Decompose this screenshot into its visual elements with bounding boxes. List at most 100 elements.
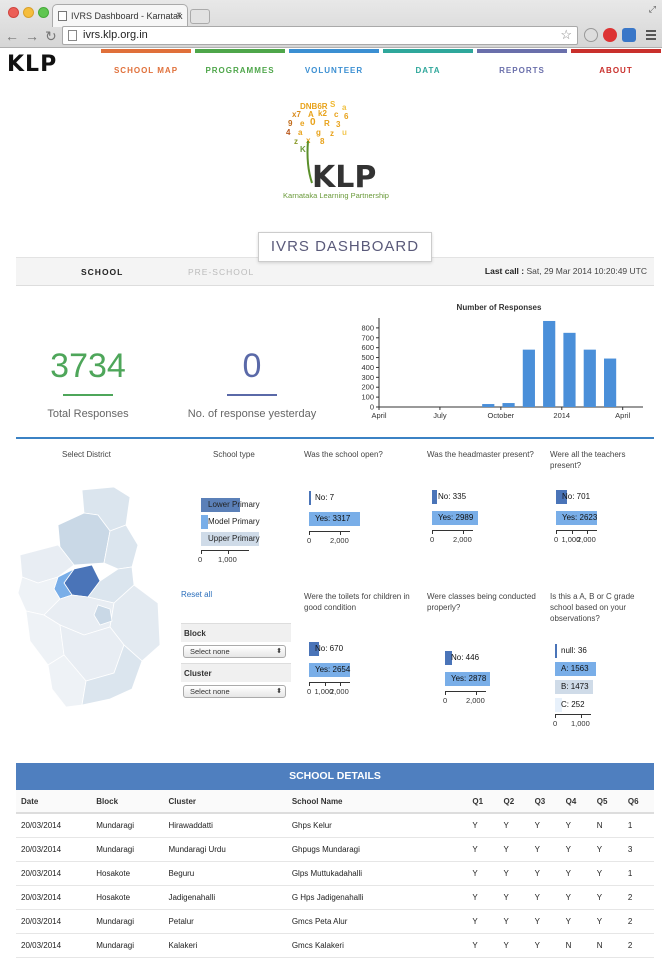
table-cell: G Hps Jadigenahalli: [286, 885, 468, 910]
answer-bar[interactable]: B: 1473: [555, 680, 594, 694]
x-tick-label: April: [615, 411, 630, 420]
axis-tick-label: 2,000: [330, 536, 349, 545]
axis-tick: [309, 531, 310, 535]
answer-bar-fill: [555, 698, 562, 712]
nav-school-map[interactable]: SCHOOL MAP: [101, 49, 191, 83]
table-cell: Y: [529, 837, 561, 862]
navigation-buttons[interactable]: ←→↻: [5, 28, 63, 44]
school-type-bar[interactable]: Lower Primary: [201, 498, 260, 512]
nav-programmes[interactable]: PROGRAMMES: [195, 49, 285, 83]
table-cell: Mundaragi: [91, 909, 164, 934]
column-header[interactable]: Q6: [622, 790, 654, 814]
column-header[interactable]: Q1: [467, 790, 499, 814]
new-tab-button[interactable]: [190, 9, 210, 24]
chart-bar[interactable]: [522, 349, 535, 407]
answer-bar[interactable]: Yes: 2989: [432, 511, 479, 525]
answer-bar[interactable]: Yes: 3317: [309, 512, 361, 526]
svg-text:a: a: [298, 128, 303, 137]
answer-bar[interactable]: No: 670: [309, 642, 343, 656]
nav-about[interactable]: ABOUT: [571, 49, 661, 83]
maximize-window-icon[interactable]: [38, 7, 49, 18]
answer-bar[interactable]: A: 1563: [555, 662, 596, 676]
nav-reports[interactable]: REPORTS: [477, 49, 567, 83]
tab-school[interactable]: SCHOOL: [81, 267, 124, 277]
answer-axis: [309, 531, 350, 532]
nav-volunteer[interactable]: VOLUNTEER: [289, 49, 379, 83]
table-row[interactable]: 20/03/2014 Mundaragi Petalur Gmcs Peta Alur…: [16, 909, 654, 934]
table-row[interactable]: 20/03/2014 Hosakote Jadigenahalli G Hps Jad…: [16, 885, 654, 910]
axis-tick-label: 2,000: [330, 687, 349, 696]
answer-bar[interactable]: No: 446: [445, 651, 479, 665]
block-label: Block: [181, 623, 291, 642]
menu-icon[interactable]: [646, 30, 656, 40]
karnataka-district-map[interactable]: [14, 485, 164, 710]
answer-bar-label: Yes: 2623: [562, 513, 598, 522]
nav-data[interactable]: DATA: [383, 49, 473, 83]
cluster-select[interactable]: Select none ⬍: [183, 685, 286, 698]
answer-bar[interactable]: Yes: 2623: [556, 511, 597, 525]
column-header[interactable]: Q5: [591, 790, 623, 814]
table-cell: Hosakote: [91, 885, 164, 910]
tab-preschool[interactable]: PRE-SCHOOL: [188, 267, 255, 277]
answer-bar[interactable]: C: 252: [555, 698, 585, 712]
column-header[interactable]: Q4: [560, 790, 592, 814]
chart-bar[interactable]: [543, 320, 556, 407]
table-row[interactable]: 20/03/2014 Mundaragi Kalakeri Gmcs Kalakeri…: [16, 933, 654, 958]
column-header[interactable]: Date: [16, 790, 92, 814]
answer-bar[interactable]: Yes: 2878: [445, 672, 490, 686]
answer-bar[interactable]: No: 701: [556, 490, 590, 504]
table-row[interactable]: 20/03/2014 Mundaragi Mundaragi Urdu Ghpugs …: [16, 837, 654, 862]
answer-bar[interactable]: No: 335: [432, 490, 466, 504]
extension-icon[interactable]: [584, 28, 598, 42]
chart-bar[interactable]: [583, 349, 596, 407]
column-header[interactable]: Cluster: [163, 790, 287, 814]
reset-all-link[interactable]: Reset all: [181, 590, 213, 599]
chart-bar[interactable]: [502, 403, 515, 407]
block-select[interactable]: Select none ⬍: [183, 645, 286, 658]
site-logo[interactable]: KLP: [7, 52, 58, 77]
table-cell: 3: [622, 837, 654, 862]
answer-bar[interactable]: Yes: 2654: [309, 663, 350, 677]
chevron-updown-icon: ⬍: [276, 688, 282, 695]
school-type-bar[interactable]: Model Primary: [201, 515, 260, 529]
table-row[interactable]: 20/03/2014 Mundaragi Hirawaddatti Ghps Kelu…: [16, 813, 654, 838]
answer-bar-label: B: 1473: [561, 682, 589, 691]
column-header[interactable]: School Name: [286, 790, 468, 814]
extension-icon[interactable]: [622, 28, 636, 42]
table-cell: 1: [622, 813, 654, 838]
minimize-window-icon[interactable]: [23, 7, 34, 18]
browser-tab[interactable]: IVRS Dashboard - Karnatak ×: [52, 4, 188, 27]
last-call-value: Sat, 29 Mar 2014 10:20:49 UTC: [526, 266, 648, 276]
table-cell: Y: [498, 933, 530, 958]
table-row[interactable]: 20/03/2014 Hosakote Beguru Glps Muttukadaha…: [16, 861, 654, 886]
table-cell: Y: [529, 933, 561, 958]
answer-axis: [445, 691, 486, 692]
table-cell: Y: [591, 837, 623, 862]
table-cell: N: [560, 933, 592, 958]
close-window-icon[interactable]: [8, 7, 19, 18]
x-tick-label: October: [488, 411, 515, 420]
chart-bar[interactable]: [604, 358, 617, 407]
x-tick-label: 2014: [553, 411, 570, 420]
answer-bar[interactable]: No: 7: [309, 491, 334, 505]
column-header[interactable]: Q2: [498, 790, 530, 814]
tab-close-icon[interactable]: ×: [176, 10, 182, 21]
axis-tick: [556, 530, 557, 534]
adblock-icon[interactable]: [603, 28, 617, 42]
fullscreen-icon[interactable]: ⤢: [648, 4, 656, 14]
table-cell: Y: [467, 813, 499, 838]
table-cell: Hosakote: [91, 861, 164, 886]
bookmark-star-icon[interactable]: ☆: [560, 27, 572, 42]
answer-bar[interactable]: null: 36: [555, 644, 587, 658]
column-header[interactable]: Block: [91, 790, 164, 814]
column-header[interactable]: Q3: [529, 790, 561, 814]
chart-bar[interactable]: [482, 404, 495, 407]
answer-bar-label: No: 701: [562, 492, 591, 501]
chart-bar[interactable]: [563, 332, 576, 407]
school-type-bar[interactable]: Upper Primary: [201, 532, 260, 546]
table-cell: 1: [622, 861, 654, 886]
y-tick-label: 300: [361, 373, 374, 382]
y-tick-label: 600: [361, 343, 374, 352]
svg-text:z: z: [294, 137, 298, 146]
address-bar[interactable]: ivrs.klp.org.in ☆: [62, 26, 578, 45]
